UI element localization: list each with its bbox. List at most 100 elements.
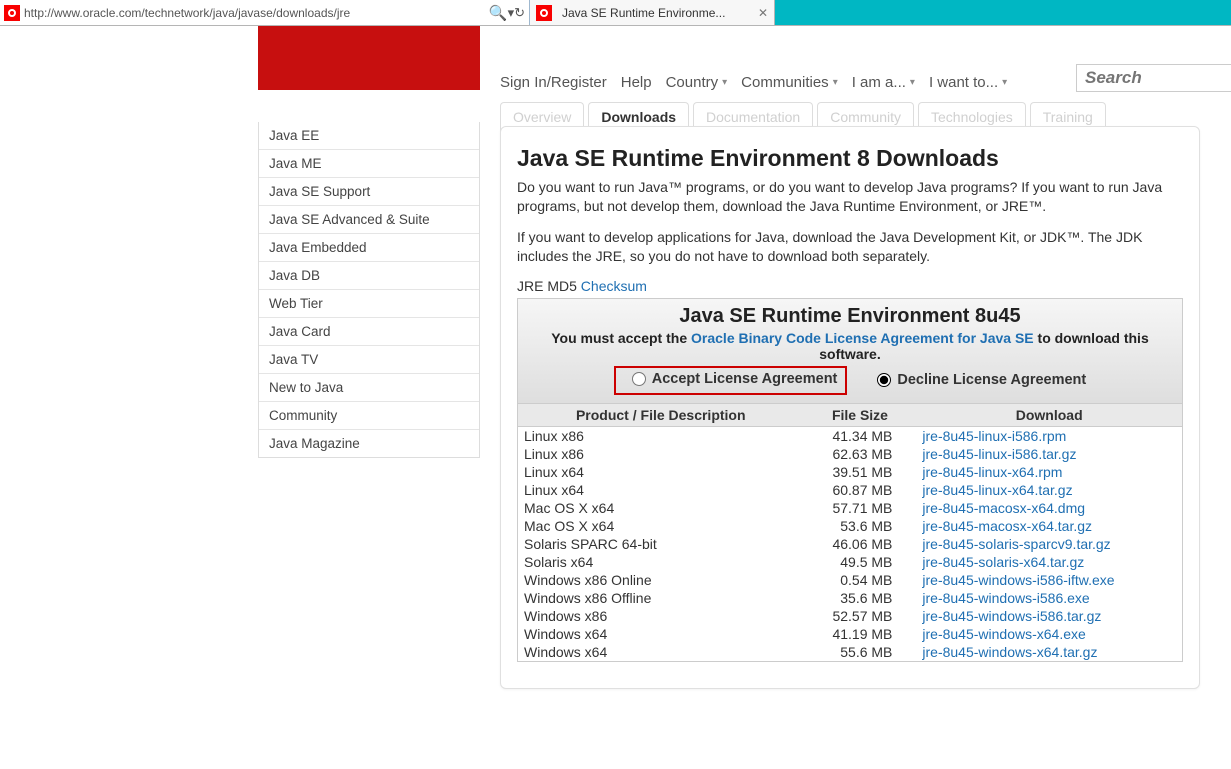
accept-license-radio[interactable]: [632, 372, 646, 386]
download-link[interactable]: jre-8u45-linux-x64.tar.gz: [922, 482, 1072, 498]
download-row: Solaris SPARC 64-bit46.06 MB jre-8u45-sol…: [518, 535, 1182, 553]
download-link[interactable]: jre-8u45-macosx-x64.tar.gz: [922, 518, 1092, 534]
chevron-down-icon: ▾: [833, 77, 838, 88]
checksum-link[interactable]: Checksum: [581, 278, 647, 294]
site-search[interactable]: [1076, 64, 1231, 92]
download-row: Windows x6455.6 MBjre-8u45-windows-x64.t…: [518, 643, 1182, 661]
download-desc: Linux x86: [518, 445, 804, 463]
iam-dropdown[interactable]: I am a...▾: [852, 74, 915, 91]
tab-strip: Java SE Runtime Environme... ✕: [530, 0, 1231, 25]
download-cell: jre-8u45-windows-i586.exe: [916, 589, 1182, 607]
chevron-down-icon: ▾: [910, 77, 915, 88]
download-link[interactable]: jre-8u45-macosx-x64.dmg: [922, 500, 1085, 516]
refresh-icon[interactable]: ↻: [514, 5, 525, 21]
download-desc: Solaris SPARC 64-bit: [518, 535, 804, 553]
download-desc: Mac OS X x64: [518, 499, 804, 517]
decline-license-radio[interactable]: [877, 373, 891, 387]
sidebar-item[interactable]: Web Tier: [259, 289, 479, 317]
communities-dropdown[interactable]: Communities ▾: [741, 74, 838, 91]
download-size: 49.5 MB: [804, 553, 917, 571]
download-row: Linux x6460.87 MB jre-8u45-linux-x64.tar.…: [518, 481, 1182, 499]
sidebar-item[interactable]: New to Java: [259, 373, 479, 401]
download-size: 35.6 MB: [804, 589, 917, 607]
page-title: Java SE Runtime Environment 8 Downloads: [517, 145, 1183, 172]
download-size: 62.63 MB: [804, 445, 917, 463]
decline-license-option[interactable]: Decline License Agreement: [877, 372, 1086, 388]
oracle-logo-banner[interactable]: [258, 26, 480, 90]
url-input[interactable]: [24, 6, 489, 20]
download-size: 41.19 MB: [804, 625, 917, 643]
download-link[interactable]: jre-8u45-windows-i586.tar.gz: [922, 608, 1101, 624]
iwant-dropdown[interactable]: I want to...▾: [929, 74, 1007, 91]
download-link[interactable]: jre-8u45-linux-i586.rpm: [922, 428, 1066, 444]
download-row: Windows x86 Offline35.6 MB jre-8u45-windo…: [518, 589, 1182, 607]
download-size: 55.6 MB: [804, 643, 917, 661]
left-sidebar: Java EEJava MEJava SE SupportJava SE Adv…: [258, 122, 480, 458]
chevron-down-icon: ▾: [722, 77, 727, 88]
accept-license-label: Accept License Agreement: [652, 371, 838, 387]
sidebar-item[interactable]: Java Magazine: [259, 429, 479, 457]
sidebar-item[interactable]: Java Card: [259, 317, 479, 345]
download-cell: jre-8u45-solaris-x64.tar.gz: [916, 553, 1182, 571]
download-link[interactable]: jre-8u45-windows-i586.exe: [922, 590, 1089, 606]
download-cell: jre-8u45-solaris-sparcv9.tar.gz: [916, 535, 1182, 553]
sidebar-item[interactable]: Java ME: [259, 149, 479, 177]
address-bar[interactable]: 🔍 ▾ ↻: [0, 0, 530, 25]
download-desc: Mac OS X x64: [518, 517, 804, 535]
download-cell: jre-8u45-macosx-x64.dmg: [916, 499, 1182, 517]
sidebar-item[interactable]: Java SE Support: [259, 177, 479, 205]
country-label: Country: [666, 74, 719, 91]
download-link[interactable]: jre-8u45-windows-x64.tar.gz: [922, 644, 1097, 660]
license-agreement-link[interactable]: Oracle Binary Code License Agreement for…: [691, 330, 1034, 346]
download-size: 60.87 MB: [804, 481, 917, 499]
download-cell: jre-8u45-linux-i586.tar.gz: [916, 445, 1182, 463]
download-cell: jre-8u45-windows-i586-iftw.exe: [916, 571, 1182, 589]
download-desc: Windows x86: [518, 607, 804, 625]
browser-chrome: 🔍 ▾ ↻ Java SE Runtime Environme... ✕: [0, 0, 1231, 26]
sidebar-item[interactable]: Java EE: [259, 122, 479, 149]
checksum-prefix: JRE MD5: [517, 278, 581, 294]
download-box: Java SE Runtime Environment 8u45 You mus…: [517, 298, 1183, 662]
download-desc: Linux x64: [518, 481, 804, 499]
download-link[interactable]: jre-8u45-solaris-sparcv9.tar.gz: [922, 536, 1110, 552]
download-row: Mac OS X x6453.6 MB jre-8u45-macosx-x64.t…: [518, 517, 1182, 535]
communities-label: Communities: [741, 74, 829, 91]
country-dropdown[interactable]: Country▾: [666, 74, 728, 91]
sidebar-item[interactable]: Java DB: [259, 261, 479, 289]
sidebar-item[interactable]: Java Embedded: [259, 233, 479, 261]
intro-paragraph-2: If you want to develop applications for …: [517, 228, 1183, 266]
sidebar-item[interactable]: Java TV: [259, 345, 479, 373]
download-title: Java SE Runtime Environment 8u45: [526, 305, 1174, 328]
download-cell: jre-8u45-windows-i586.tar.gz: [916, 607, 1182, 625]
download-link[interactable]: jre-8u45-solaris-x64.tar.gz: [922, 554, 1084, 570]
sidebar-item[interactable]: Java SE Advanced & Suite: [259, 205, 479, 233]
top-utility-nav: Sign In/Register Help Country▾ Communiti…: [500, 74, 1007, 91]
license-radio-row: Accept License Agreement Decline License…: [526, 366, 1174, 395]
download-link[interactable]: jre-8u45-windows-i586-iftw.exe: [922, 572, 1114, 588]
sidebar-item[interactable]: Community: [259, 401, 479, 429]
oracle-favicon: [536, 5, 552, 21]
download-row: Linux x8641.34 MBjre-8u45-linux-i586.rpm: [518, 426, 1182, 445]
help-link[interactable]: Help: [621, 74, 652, 91]
download-link[interactable]: jre-8u45-linux-x64.rpm: [922, 464, 1062, 480]
download-size: 53.6 MB: [804, 517, 917, 535]
download-row: Mac OS X x6457.71 MB jre-8u45-macosx-x64.…: [518, 499, 1182, 517]
download-size: 46.06 MB: [804, 535, 917, 553]
download-desc: Windows x64: [518, 625, 804, 643]
search-dropdown-icon[interactable]: 🔍: [489, 4, 508, 22]
accept-license-option[interactable]: Accept License Agreement: [632, 371, 838, 387]
download-cell: jre-8u45-linux-x64.tar.gz: [916, 481, 1182, 499]
download-table: Product / File Description File Size Dow…: [518, 404, 1182, 661]
browser-tab[interactable]: Java SE Runtime Environme... ✕: [530, 0, 775, 25]
download-desc: Solaris x64: [518, 553, 804, 571]
download-cell: jre-8u45-windows-x64.tar.gz: [916, 643, 1182, 661]
tab-close-icon[interactable]: ✕: [758, 6, 768, 20]
download-desc: Windows x86 Online: [518, 571, 804, 589]
download-desc: Windows x86 Offline: [518, 589, 804, 607]
download-link[interactable]: jre-8u45-windows-x64.exe: [922, 626, 1085, 642]
download-cell: jre-8u45-linux-x64.rpm: [916, 463, 1182, 481]
download-link[interactable]: jre-8u45-linux-i586.tar.gz: [922, 446, 1076, 462]
download-size: 57.71 MB: [804, 499, 917, 517]
search-input[interactable]: [1085, 68, 1231, 88]
signin-link[interactable]: Sign In/Register: [500, 74, 607, 91]
